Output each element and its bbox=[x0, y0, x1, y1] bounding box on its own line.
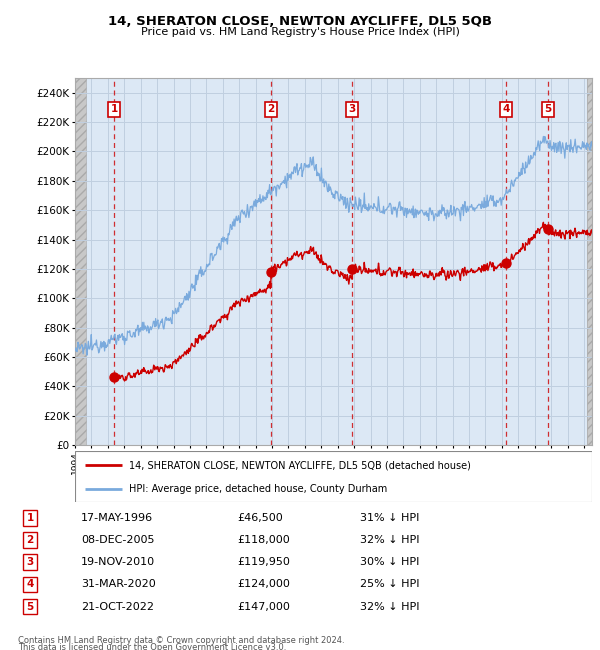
Text: £46,500: £46,500 bbox=[237, 513, 283, 523]
Text: This data is licensed under the Open Government Licence v3.0.: This data is licensed under the Open Gov… bbox=[18, 644, 286, 650]
Text: 4: 4 bbox=[502, 104, 509, 114]
Text: 14, SHERATON CLOSE, NEWTON AYCLIFFE, DL5 5QB: 14, SHERATON CLOSE, NEWTON AYCLIFFE, DL5… bbox=[108, 15, 492, 28]
Text: 19-NOV-2010: 19-NOV-2010 bbox=[81, 557, 155, 567]
Text: Contains HM Land Registry data © Crown copyright and database right 2024.: Contains HM Land Registry data © Crown c… bbox=[18, 636, 344, 645]
Text: 3: 3 bbox=[349, 104, 356, 114]
Text: 30% ↓ HPI: 30% ↓ HPI bbox=[360, 557, 419, 567]
Text: £147,000: £147,000 bbox=[237, 601, 290, 612]
Text: 5: 5 bbox=[544, 104, 551, 114]
Text: 32% ↓ HPI: 32% ↓ HPI bbox=[360, 535, 419, 545]
Text: 32% ↓ HPI: 32% ↓ HPI bbox=[360, 601, 419, 612]
Bar bbox=[75, 78, 86, 445]
Text: 25% ↓ HPI: 25% ↓ HPI bbox=[360, 579, 419, 590]
Text: 4: 4 bbox=[26, 579, 34, 590]
Bar bbox=[587, 78, 592, 445]
Text: 31-MAR-2020: 31-MAR-2020 bbox=[81, 579, 156, 590]
Text: 21-OCT-2022: 21-OCT-2022 bbox=[81, 601, 154, 612]
Text: 1: 1 bbox=[26, 513, 34, 523]
Text: 2: 2 bbox=[267, 104, 275, 114]
Text: Price paid vs. HM Land Registry's House Price Index (HPI): Price paid vs. HM Land Registry's House … bbox=[140, 27, 460, 37]
Text: 08-DEC-2005: 08-DEC-2005 bbox=[81, 535, 155, 545]
Bar bbox=[75, 78, 86, 445]
Text: £119,950: £119,950 bbox=[237, 557, 290, 567]
Text: £124,000: £124,000 bbox=[237, 579, 290, 590]
Text: 5: 5 bbox=[26, 601, 34, 612]
Text: 14, SHERATON CLOSE, NEWTON AYCLIFFE, DL5 5QB (detached house): 14, SHERATON CLOSE, NEWTON AYCLIFFE, DL5… bbox=[130, 460, 471, 471]
Text: HPI: Average price, detached house, County Durham: HPI: Average price, detached house, Coun… bbox=[130, 484, 388, 494]
Text: 3: 3 bbox=[26, 557, 34, 567]
Text: 31% ↓ HPI: 31% ↓ HPI bbox=[360, 513, 419, 523]
Bar bbox=[587, 78, 592, 445]
Text: £118,000: £118,000 bbox=[237, 535, 290, 545]
Text: 17-MAY-1996: 17-MAY-1996 bbox=[81, 513, 153, 523]
Text: 1: 1 bbox=[110, 104, 118, 114]
Text: 2: 2 bbox=[26, 535, 34, 545]
